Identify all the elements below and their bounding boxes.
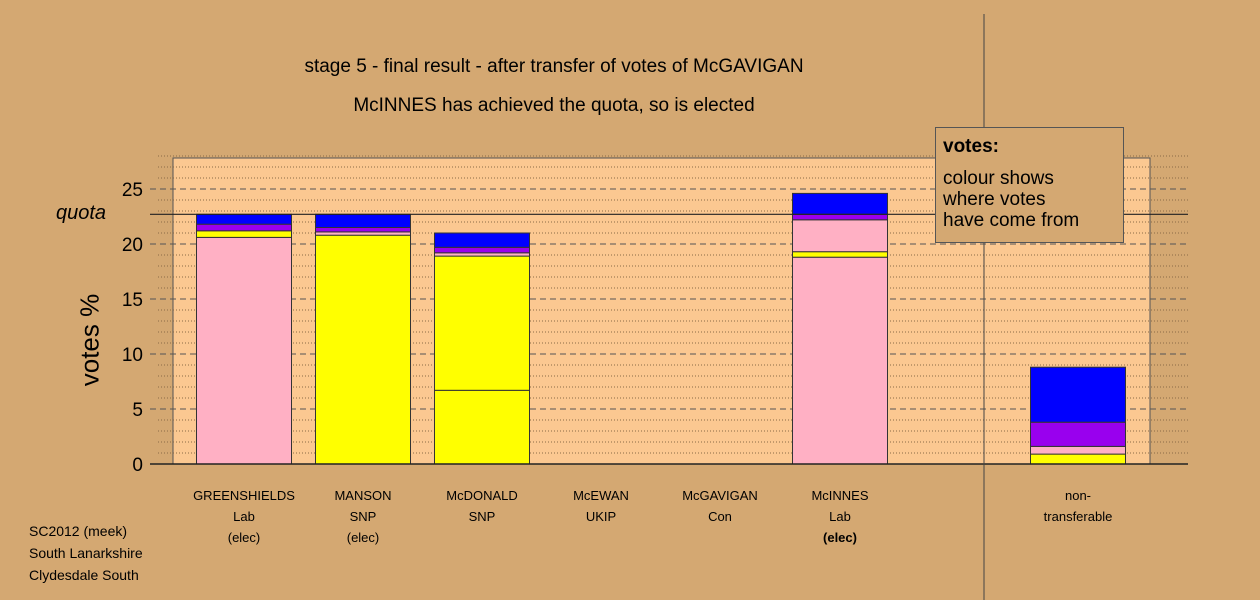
y-tick-label: 10 (122, 345, 143, 366)
candidate-name: McDONALD (446, 488, 518, 503)
y-tick-label: 15 (122, 290, 143, 311)
footer-line: SC2012 (meek) (29, 523, 128, 539)
legend-text-line: have come from (943, 210, 1080, 231)
candidate-status: (elec) (346, 530, 380, 545)
candidate-name: GREENSHIELDS (193, 488, 295, 503)
bar-segment (1030, 453, 1126, 465)
bar-segment (1030, 445, 1126, 455)
candidate-label: non-transferable (1013, 485, 1143, 527)
footer-line: Clydesdale South (29, 567, 139, 583)
bar-segment (434, 255, 530, 391)
candidate-party: Con (708, 509, 732, 524)
candidate-label: MANSON SNP (elec) (298, 485, 428, 548)
y-tick-label: 0 (132, 455, 143, 476)
candidate-label: GREENSHIELDS Lab (elec) (179, 485, 309, 548)
bar-segment (196, 230, 292, 238)
candidate-label: McEWAN UKIP (536, 485, 666, 527)
candidate-party: SNP (349, 509, 377, 524)
candidate-label: McDONALD SNP (417, 485, 547, 527)
candidate-name: McGAVIGAN (682, 488, 758, 503)
footer-info: SC2012 (meek) South Lanarkshire Clydesda… (29, 520, 143, 586)
bar-segment (1030, 366, 1126, 423)
candidate-status: (elec) (823, 530, 857, 545)
bar-segment (434, 246, 530, 254)
candidate-party: SNP (468, 509, 496, 524)
candidate-name: McINNES (811, 488, 869, 503)
y-axis-label: votes % (74, 293, 105, 387)
candidate-party: Lab (233, 509, 255, 524)
y-tick-label: 5 (132, 400, 143, 421)
bar-segment (196, 236, 292, 465)
candidate-party: UKIP (585, 509, 617, 524)
bar-segment (1030, 421, 1126, 447)
bar-segment (792, 251, 888, 258)
candidate-name: MANSON (334, 488, 392, 503)
candidate-name: non- (1064, 488, 1092, 503)
bar-segment (196, 223, 292, 232)
footer-line: South Lanarkshire (29, 545, 143, 561)
bar-segment (792, 256, 888, 465)
legend: votes: colour shows where votes have com… (935, 127, 1124, 243)
bar-segment (434, 232, 530, 248)
candidate-party: Lab (829, 509, 851, 524)
bar-segment (792, 213, 888, 221)
quota-label: quota (56, 202, 107, 224)
legend-title: votes: (943, 136, 999, 157)
chart-title: stage 5 - final result - after transfer … (304, 56, 804, 77)
bar-segment (792, 219, 888, 253)
bar-segment (315, 234, 411, 465)
bar-segment (315, 213, 411, 229)
bar-segment (315, 227, 411, 233)
legend-text-line: where votes (943, 189, 1046, 210)
candidate-status: (elec) (227, 530, 261, 545)
candidate-label: McINNES Lab (elec) (775, 485, 905, 548)
bar-segment (434, 389, 530, 465)
legend-text-line: colour shows (943, 168, 1054, 189)
bar-segment (196, 213, 292, 225)
y-tick-label: 25 (122, 180, 143, 201)
y-tick-label: 20 (122, 235, 143, 256)
bar-segment (792, 192, 888, 215)
candidate-name: McEWAN (573, 488, 629, 503)
chart-subtitle: McINNES has achieved the quota, so is el… (353, 95, 755, 116)
candidate-party: transferable (1043, 509, 1113, 524)
candidate-label: McGAVIGAN Con (655, 485, 785, 527)
